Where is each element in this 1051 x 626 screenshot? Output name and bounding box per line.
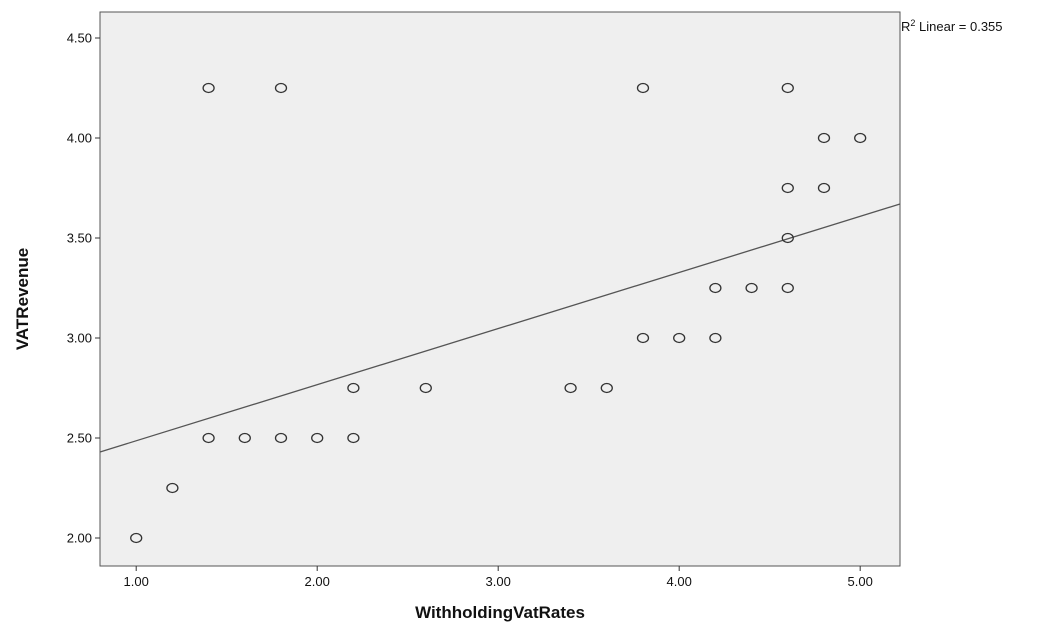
x-axis: 1.00 2.00 3.00 4.00 5.00	[124, 566, 873, 589]
data-point	[347, 432, 360, 444]
y-axis: 2.00 2.50 3.00 3.50 4.00 4.50	[67, 31, 100, 546]
data-point	[419, 382, 432, 394]
r-squared-label: R2 Linear = 0.355	[901, 18, 1003, 34]
data-point	[781, 232, 794, 244]
data-point	[347, 382, 360, 394]
x-tick-label: 3.00	[486, 574, 511, 589]
data-point	[854, 132, 867, 144]
data-point	[564, 382, 577, 394]
data-point	[274, 432, 288, 444]
plot-area	[99, 11, 901, 567]
data-point	[202, 82, 215, 94]
data-point	[166, 482, 179, 494]
data-point	[709, 282, 722, 294]
data-point	[781, 82, 794, 94]
data-point	[781, 182, 794, 194]
x-tick-label: 1.00	[124, 574, 149, 589]
x-tick-label: 4.00	[667, 574, 692, 589]
regression-line	[99, 203, 901, 453]
data-point	[130, 532, 143, 544]
y-tick-label: 2.50	[67, 431, 92, 446]
x-tick-label: 5.00	[848, 574, 873, 589]
data-point	[274, 82, 288, 94]
y-tick-label: 4.50	[67, 31, 92, 46]
data-point	[817, 182, 831, 194]
y-axis-title: VATRevenue	[13, 248, 32, 350]
y-tick-label: 4.00	[67, 131, 92, 146]
data-points	[130, 82, 867, 544]
data-point	[636, 332, 650, 344]
data-point	[600, 382, 613, 394]
x-axis-title: WithholdingVatRates	[415, 603, 585, 622]
data-point	[636, 82, 650, 94]
x-tick-label: 2.00	[305, 574, 330, 589]
data-point	[709, 332, 722, 344]
data-point	[745, 282, 758, 294]
data-point	[673, 332, 686, 344]
y-tick-label: 3.00	[67, 331, 92, 346]
y-tick-label: 2.00	[67, 531, 92, 546]
data-point	[311, 432, 324, 444]
data-point	[817, 132, 831, 144]
data-point	[202, 432, 215, 444]
data-point	[781, 282, 794, 294]
y-tick-label: 3.50	[67, 231, 92, 246]
data-point	[238, 432, 251, 444]
